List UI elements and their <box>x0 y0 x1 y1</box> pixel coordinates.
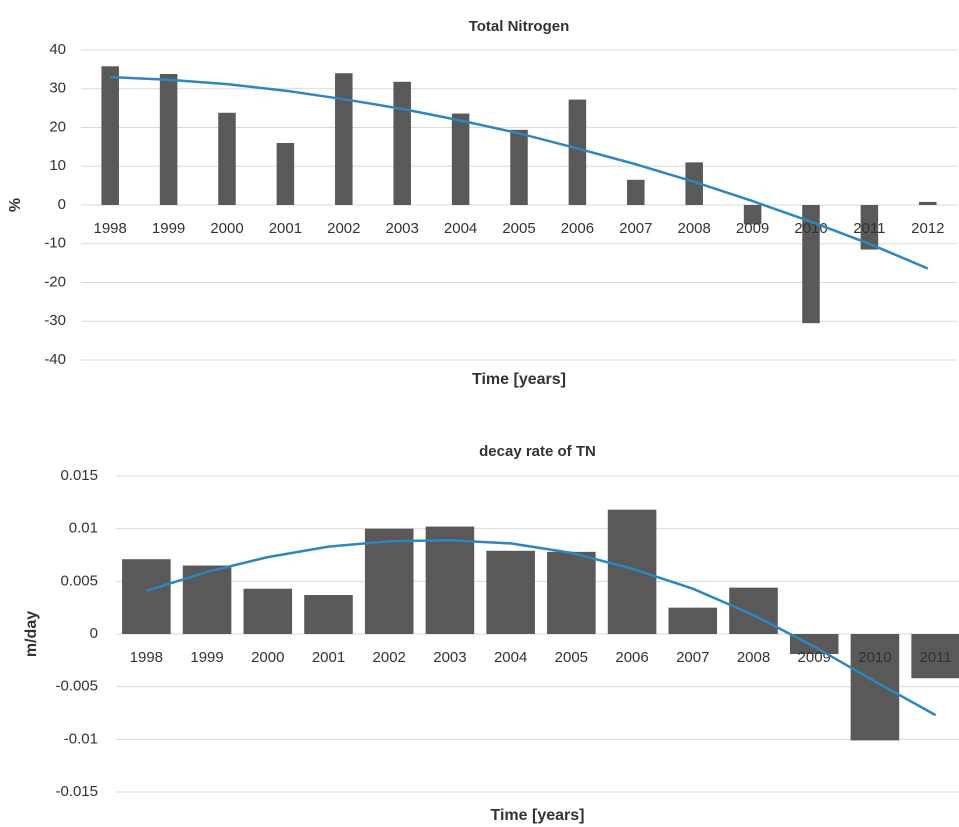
bar <box>627 179 645 205</box>
x-tick-label: 2011 <box>853 220 885 237</box>
bar <box>451 113 470 205</box>
x-tick-label: 2012 <box>911 220 944 237</box>
bar <box>335 73 353 205</box>
bar <box>547 551 596 634</box>
bar <box>919 201 937 205</box>
x-tick-label: 2001 <box>269 220 302 237</box>
x-tick-label: 2003 <box>386 220 419 237</box>
x-tick-label: 2000 <box>210 220 243 237</box>
trend-line <box>110 75 929 270</box>
y-tick-label: 0 <box>90 625 98 642</box>
x-tick-label: 1999 <box>190 649 223 666</box>
x-tick-label: 2011 <box>920 649 952 666</box>
bar <box>860 205 879 250</box>
bar <box>743 205 762 225</box>
bar <box>243 588 293 634</box>
x-tick-label: 2004 <box>494 649 527 666</box>
y-tick-label: -40 <box>44 351 66 368</box>
x-tick-label: 2002 <box>327 220 360 237</box>
y-tick-label: 0.005 <box>60 572 98 589</box>
bar <box>425 526 475 634</box>
chart: Total Nitrogen Time [years]% -40 -30 -20 -10 0… <box>7 18 957 388</box>
x-tick-label: 2000 <box>251 649 284 666</box>
x-tick-label: 2007 <box>676 649 709 666</box>
x-tick-label: 2006 <box>561 220 594 237</box>
y-tick-label: -0.01 <box>64 730 98 747</box>
x-tick-label: 2008 <box>737 649 770 666</box>
y-axis-title: m/day <box>23 611 40 657</box>
bar <box>607 509 657 634</box>
y-tick-label: 0.01 <box>69 520 98 537</box>
chart-title: decay rate of TN <box>479 443 596 460</box>
x-tick-label: 2006 <box>615 649 648 666</box>
y-tick-label: 0.015 <box>60 467 98 484</box>
x-tick-label: 2001 <box>312 649 345 666</box>
x-tick-label: 2003 <box>433 649 466 666</box>
bar <box>668 607 718 634</box>
x-tick-label: 2009 <box>798 649 831 666</box>
x-tick-label: 1998 <box>94 220 127 237</box>
x-axis-title: Time [years] <box>472 371 566 388</box>
trend-line <box>146 539 937 717</box>
bar <box>729 587 778 634</box>
x-tick-label: 2009 <box>736 220 769 237</box>
bar <box>159 74 178 206</box>
x-tick-label: 2008 <box>678 220 711 237</box>
bar <box>568 99 587 205</box>
bar <box>182 565 232 634</box>
bar <box>510 129 528 205</box>
bar <box>101 66 119 206</box>
x-tick-label: 2005 <box>555 649 588 666</box>
bar <box>276 143 295 205</box>
x-axis-title: Time [years] <box>491 807 585 824</box>
x-tick-label: 2005 <box>502 220 535 237</box>
bar <box>850 634 900 741</box>
y-tick-label: -0.005 <box>55 678 98 695</box>
y-tick-label: 0 <box>58 196 66 213</box>
y-tick-label: 20 <box>49 118 66 135</box>
bar <box>364 528 414 634</box>
y-axis-title: % <box>7 198 24 212</box>
bar <box>685 162 703 205</box>
bar <box>802 205 820 324</box>
y-tick-label: 30 <box>49 80 66 97</box>
bar <box>911 634 959 679</box>
x-tick-label: 1998 <box>130 649 163 666</box>
chart: decay rate of TN Time [years] m/day -0.015 -… <box>23 443 959 824</box>
x-tick-label: 2004 <box>444 220 477 237</box>
bar <box>393 81 411 205</box>
bar <box>122 559 171 634</box>
y-tick-label: 40 <box>49 41 66 58</box>
bar <box>304 595 353 634</box>
x-tick-label: 1999 <box>152 220 185 237</box>
y-tick-label: 10 <box>49 157 66 174</box>
y-tick-label: -10 <box>44 235 66 252</box>
bar <box>486 550 535 634</box>
chart-title: Total Nitrogen <box>469 18 570 35</box>
y-tick-label: -0.015 <box>55 783 98 800</box>
bar <box>218 112 236 205</box>
y-tick-label: -20 <box>44 273 66 290</box>
y-tick-label: -30 <box>44 312 66 329</box>
x-tick-label: 2010 <box>858 649 891 666</box>
x-tick-label: 2007 <box>619 220 652 237</box>
x-tick-label: 2002 <box>373 649 406 666</box>
